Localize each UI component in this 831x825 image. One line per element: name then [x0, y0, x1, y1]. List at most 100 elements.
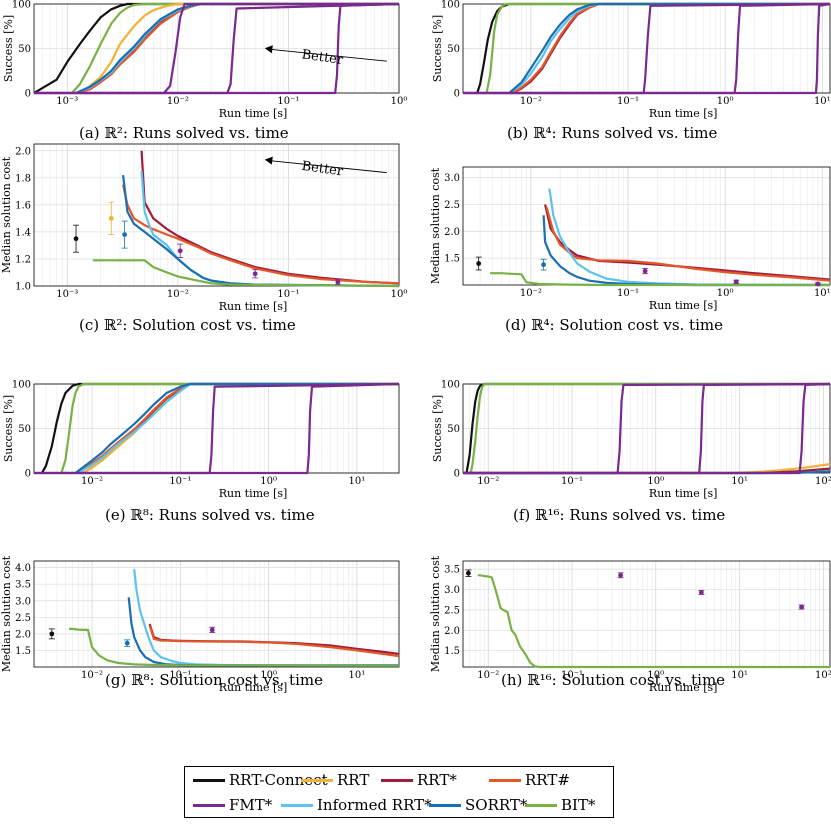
data-point-fmt-star: [815, 281, 821, 287]
y-tick-label: 1.0: [15, 282, 31, 293]
x-tick-label: 10⁻²: [167, 289, 189, 300]
series-group: [48, 569, 399, 667]
y-tick-label: 0: [454, 469, 460, 480]
series-line-rrt-sharp: [122, 184, 399, 285]
x-tick-label: 10⁻²: [520, 96, 542, 107]
caption-a: (a) ℝ²: Runs solved vs. time: [79, 124, 289, 142]
y-tick-label: 2.0: [444, 227, 460, 238]
x-axis-label: Run time [s]: [649, 299, 718, 312]
legend-swatch: [193, 778, 225, 782]
caption-e: (e) ℝ⁸: Runs solved vs. time: [105, 506, 315, 524]
series-line-fmt-star: [34, 382, 399, 475]
x-tick-label: 10⁰: [391, 289, 408, 300]
x-tick-label: 10⁻²: [167, 96, 189, 107]
y-tick-label: 50: [18, 424, 31, 435]
x-tick-label: 10⁻³: [56, 96, 78, 107]
y-axis-label: Median solution cost: [429, 167, 442, 284]
series-line-bit-star: [477, 574, 830, 669]
caption-g: (g) ℝ⁸: Solution cost vs. time: [105, 671, 323, 689]
x-axis-label: Run time [s]: [649, 487, 718, 500]
legend-swatch: [381, 778, 413, 782]
x-axis-label: Run time [s]: [219, 300, 288, 313]
x-tick-label: 10⁻¹: [169, 476, 191, 487]
series-line-sorrt-star: [122, 174, 399, 288]
axes-frame: [462, 560, 831, 668]
y-axis-label: Success [%]: [2, 395, 15, 462]
x-tick-label: 10⁻²: [520, 288, 542, 299]
legend-swatch: [281, 803, 313, 807]
series-line-bit-star: [69, 627, 399, 667]
x-tick-label: 10²: [815, 476, 831, 487]
y-tick-label: 1.8: [15, 173, 31, 184]
legend-item-rrt-connect: RRT-Connect: [193, 769, 328, 791]
x-tick-label: 10¹: [814, 96, 831, 107]
y-tick-label: 2.0: [15, 146, 31, 157]
chart-g: 10⁻² 10⁻¹ 10⁰ 10¹ 1.5 2.0 2.5 3.0 3.5 4.0 Run time…: [0, 555, 400, 694]
y-tick-label: 0: [454, 89, 460, 100]
series-line-bit-star: [71, 2, 399, 94]
y-axis-label: Success [%]: [431, 395, 444, 462]
legend-item-rrt: RRT: [301, 769, 369, 791]
x-tick-label: 10²: [815, 670, 831, 681]
legend-label: FMT*: [229, 796, 273, 814]
series-group: [34, 2, 399, 95]
legend-label: RRT*: [417, 771, 457, 789]
series-line-sorrt-star: [508, 2, 830, 94]
legend-label: RRT#: [525, 771, 570, 789]
y-tick-label: 50: [447, 44, 460, 55]
series-line-rrt-star: [140, 150, 399, 285]
x-tick-label: 10⁻²: [81, 670, 103, 681]
x-tick-label: 10¹: [814, 288, 831, 299]
series-group: [463, 2, 830, 95]
x-tick-label: 10⁰: [391, 96, 408, 107]
y-tick-label: 1.5: [444, 254, 460, 265]
better-label: Better: [301, 159, 345, 180]
legend-item-rrt-star: RRT*: [381, 769, 457, 791]
x-tick-label: 10⁰: [647, 670, 664, 681]
caption-d: (d) ℝ⁴: Solution cost vs. time: [505, 316, 723, 334]
y-tick-label: 3.5: [15, 580, 31, 591]
y-tick-label: 1.4: [15, 227, 31, 238]
data-point-rrt-connect: [476, 261, 482, 266]
chart-a: 10⁻³ 10⁻² 10⁻¹ 10⁰ 0 50 100 Run time [s] Success…: [2, 0, 407, 120]
legend-swatch: [193, 803, 225, 807]
chart-f: 10⁻² 10⁻¹ 10⁰ 10¹ 10² 0 50 100 Run time [s] Succe…: [431, 380, 831, 501]
data-point-sorrt-star: [541, 262, 546, 268]
y-tick-label: 50: [447, 424, 460, 435]
y-tick-label: 3.5: [444, 565, 460, 576]
legend-label: Informed RRT*: [317, 796, 432, 814]
x-tick-label: 10⁻¹: [617, 96, 639, 107]
data-point-rrt-connect: [49, 631, 55, 637]
y-tick-label: 0: [25, 469, 31, 480]
series-line-fmt-star: [463, 2, 830, 95]
legend-item-sorrt-star: SORRT*: [429, 794, 527, 816]
x-tick-label: 10⁻²: [477, 476, 499, 487]
y-tick-label: 4.0: [15, 563, 31, 574]
y-tick-label: 1.5: [444, 646, 460, 657]
data-point-fmt-star: [618, 572, 623, 578]
chart-h: 10⁻² 10⁻¹ 10⁰ 10¹ 10² 1.5 2.0 2.5 3.0 3.5 Run time…: [429, 555, 831, 694]
data-point-fmt-star: [209, 627, 215, 633]
y-axis-label: Success [%]: [431, 15, 444, 82]
series-line-informed-rrt-star: [548, 188, 830, 287]
chart-d: 10⁻² 10⁻¹ 10⁰ 10¹ 1.5 2.0 2.5 3.0 Run time [s] Me…: [429, 166, 831, 312]
y-axis-label: Median solution cost: [0, 156, 13, 273]
x-tick-label: 10⁻²: [477, 670, 499, 681]
caption-f: (f) ℝ¹⁶: Runs solved vs. time: [513, 506, 726, 524]
legend-label: BIT*: [561, 796, 596, 814]
x-axis-label: Run time [s]: [649, 107, 718, 120]
x-tick-label: 10⁰: [717, 96, 734, 107]
series-group: [475, 188, 830, 287]
series-line-rrt-connect: [40, 382, 399, 474]
legend-item-fmt-star: FMT*: [193, 794, 272, 816]
x-axis-label: Run time [s]: [649, 681, 718, 694]
series-line-rrt-sharp: [148, 625, 399, 658]
legend-item-rrt-sharp: RRT#: [489, 769, 570, 791]
series-line-informed-rrt-star: [77, 382, 399, 474]
legend-label: RRT-Connect: [229, 771, 328, 789]
y-tick-label: 3.0: [444, 585, 460, 596]
series-line-sorrt-star: [75, 2, 399, 95]
legend: RRT-Connect RRT RRT* RRT# FMT* Informed RRT* S…: [184, 766, 614, 818]
series-group: [465, 569, 830, 669]
y-tick-label: 50: [18, 44, 31, 55]
